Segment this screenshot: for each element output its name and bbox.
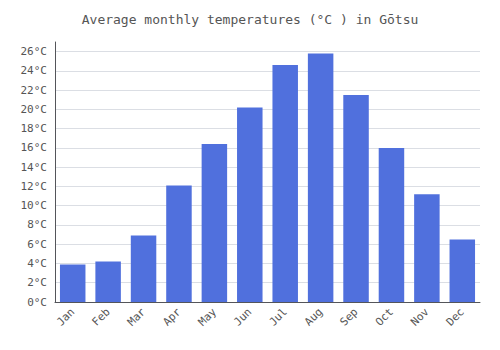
svg-text:May: May xyxy=(196,305,219,328)
svg-text:24°C: 24°C xyxy=(21,64,48,77)
svg-text:8°C: 8°C xyxy=(27,218,47,231)
svg-text:12°C: 12°C xyxy=(21,180,48,193)
svg-text:Dec: Dec xyxy=(444,305,467,328)
svg-text:18°C: 18°C xyxy=(21,122,48,135)
svg-text:Apr: Apr xyxy=(160,305,183,328)
svg-text:16°C: 16°C xyxy=(21,141,48,154)
svg-text:Average monthly temperatures (: Average monthly temperatures (°C ) in Gō… xyxy=(82,12,419,27)
svg-text:Nov: Nov xyxy=(408,305,431,328)
svg-text:2°C: 2°C xyxy=(27,276,47,289)
svg-text:22°C: 22°C xyxy=(21,84,48,97)
svg-text:26°C: 26°C xyxy=(21,45,48,58)
svg-text:Sep: Sep xyxy=(337,305,360,328)
svg-text:4°C: 4°C xyxy=(27,257,47,270)
svg-text:10°C: 10°C xyxy=(21,199,48,212)
svg-text:Jul: Jul xyxy=(267,305,290,328)
svg-text:0°C: 0°C xyxy=(27,296,47,309)
svg-text:14°C: 14°C xyxy=(21,161,48,174)
svg-text:Jan: Jan xyxy=(54,305,77,328)
svg-text:Feb: Feb xyxy=(89,305,112,328)
svg-text:20°C: 20°C xyxy=(21,103,48,116)
svg-text:Jun: Jun xyxy=(231,305,254,328)
svg-text:Oct: Oct xyxy=(373,305,396,328)
svg-text:Mar: Mar xyxy=(125,305,148,328)
svg-text:6°C: 6°C xyxy=(27,238,47,251)
svg-text:Aug: Aug xyxy=(302,305,325,328)
